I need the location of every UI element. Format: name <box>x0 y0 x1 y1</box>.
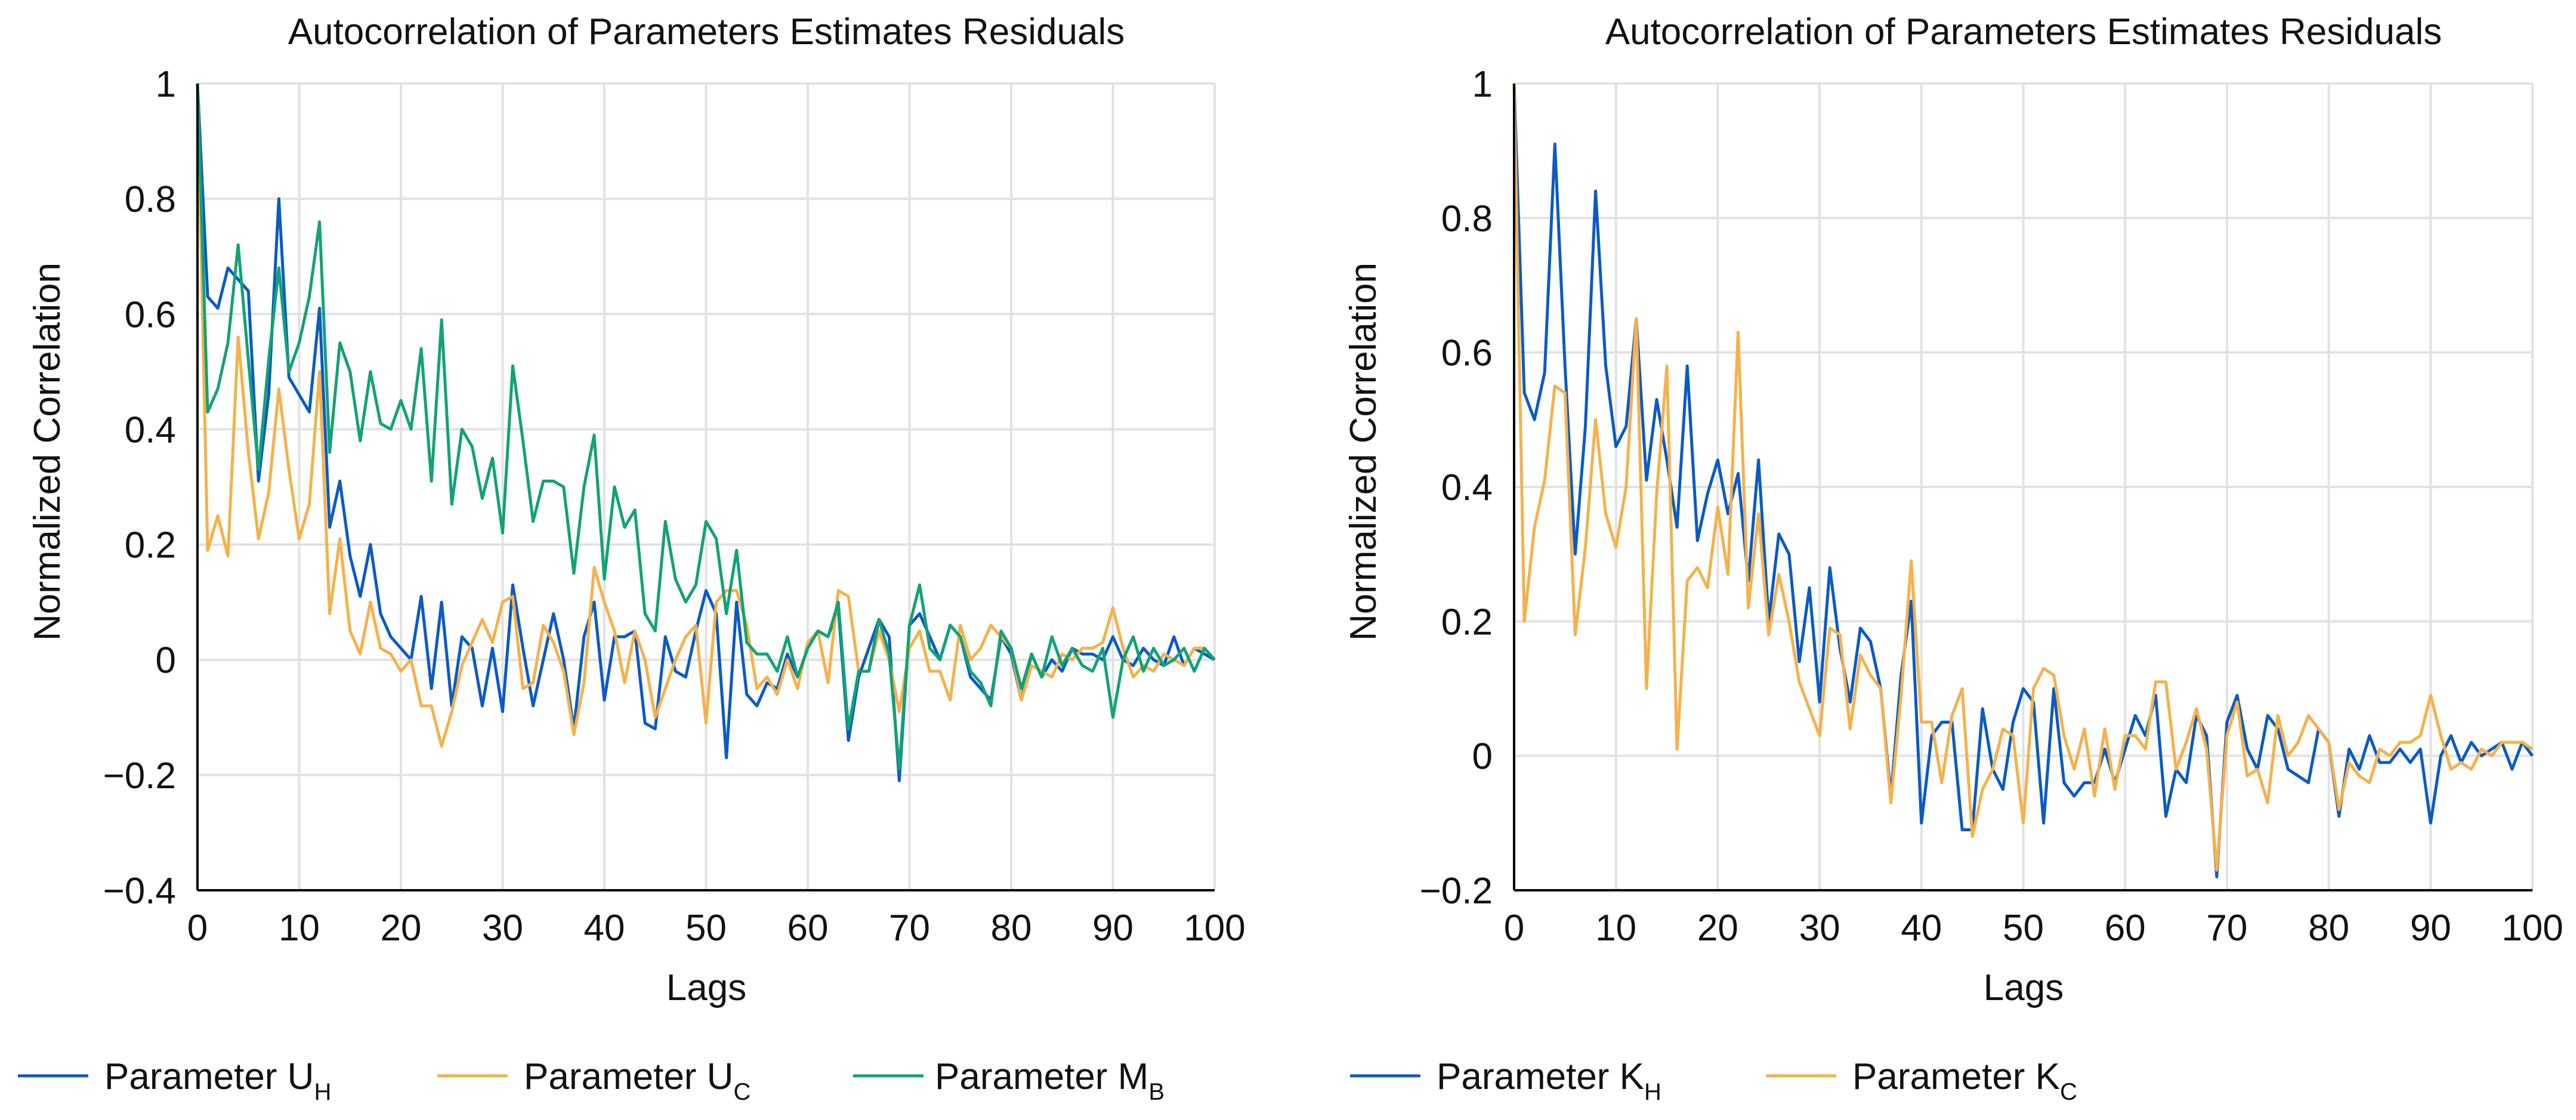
left-chart-series-line-parameter-u-c <box>196 83 1216 748</box>
right-chart-y-tick-label: −0.2 <box>1420 871 1493 912</box>
left-chart-legend: Parameter UH Parameter UC Parameter MB <box>18 1056 1165 1105</box>
right-chart-x-tick-label: 100 <box>2501 908 2563 949</box>
legend-item: Parameter KH <box>1350 1056 1661 1105</box>
right-chart-x-tick-label: 30 <box>1799 908 1840 949</box>
left-chart-series-line-parameter-u-h <box>196 83 1216 782</box>
left-chart-x-tick-label: 0 <box>187 908 208 949</box>
legend-item: Parameter UH <box>18 1056 331 1105</box>
left-chart-x-tick-label: 90 <box>1092 908 1133 949</box>
left-chart-x-tick-label: 30 <box>482 908 523 949</box>
left-chart-series-line-parameter-m-b <box>196 83 1216 771</box>
right-chart-series <box>1512 83 2534 878</box>
right-chart-y-axis-label: Normalized Correlation <box>1343 263 1384 641</box>
right-chart-y-tick-label: 1 <box>1472 64 1493 105</box>
right-chart-legend: Parameter KH Parameter KC <box>1350 1056 2077 1105</box>
left-chart-x-tick-label: 10 <box>279 908 320 949</box>
right-chart-x-tick-label: 40 <box>1901 908 1942 949</box>
right-chart-x-tick-label: 70 <box>2206 908 2247 949</box>
right-chart-x-tick-label: 20 <box>1697 908 1738 949</box>
left-chart: Autocorrelation of Parameters Estimates … <box>18 11 1246 1105</box>
left-chart-grid <box>196 82 1216 891</box>
left-chart-x-tick-label: 70 <box>889 908 930 949</box>
right-chart-title: Autocorrelation of Parameters Estimates … <box>1605 11 2442 53</box>
legend-subscript: H <box>1644 1079 1661 1105</box>
legend-label: Parameter UH <box>104 1056 331 1105</box>
left-chart-title: Autocorrelation of Parameters Estimates … <box>288 11 1125 53</box>
right-chart-x-tick-label: 60 <box>2105 908 2146 949</box>
right-chart-grid <box>1513 82 2534 891</box>
left-chart-x-tick-label: 20 <box>381 908 422 949</box>
left-chart-x-tick-label: 100 <box>1184 908 1245 949</box>
legend-item: Parameter MB <box>853 1056 1165 1105</box>
legend-subscript: C <box>2060 1079 2077 1105</box>
right-chart-x-tick-label: 80 <box>2308 908 2349 949</box>
right-chart-y-tick-label: 0.8 <box>1441 198 1493 239</box>
legend-label: Parameter KH <box>1437 1056 1661 1105</box>
left-chart-series <box>196 83 1216 782</box>
legend-item: Parameter UC <box>437 1056 750 1105</box>
legend-label: Parameter MB <box>935 1056 1165 1105</box>
right-chart-y-tick-label: 0.2 <box>1441 601 1493 643</box>
right-chart-x-tick-label: 10 <box>1595 908 1636 949</box>
legend-label: Parameter KC <box>1852 1056 2077 1105</box>
right-chart-x-ticks: 0 10 20 30 40 50 60 70 80 90 100 <box>1504 908 2563 949</box>
legend-subscript: B <box>1148 1079 1165 1105</box>
left-chart-y-tick-label: 0.6 <box>125 294 176 335</box>
left-chart-y-ticks: −0.4 −0.2 0 0.2 0.4 0.6 0.8 1 <box>103 64 176 912</box>
legend-subscript: H <box>314 1079 331 1105</box>
left-chart-x-tick-label: 50 <box>685 908 727 949</box>
right-chart-x-tick-label: 90 <box>2410 908 2451 949</box>
left-chart-x-tick-label: 80 <box>991 908 1032 949</box>
right-chart-y-ticks: −0.2 0 0.2 0.4 0.6 0.8 1 <box>1420 64 1493 912</box>
right-chart-series-line-parameter-k-h <box>1512 83 2534 878</box>
left-chart-y-tick-label: 0.2 <box>125 525 176 566</box>
right-chart-y-tick-label: 0.4 <box>1441 467 1493 508</box>
left-chart-x-ticks: 0 10 20 30 40 50 60 70 80 90 100 <box>187 908 1246 949</box>
left-chart-y-tick-label: 0 <box>156 640 176 681</box>
left-chart-y-axis-label: Normalized Correlation <box>27 263 68 641</box>
left-chart-x-axis-label: Lags <box>666 967 746 1008</box>
left-chart-y-tick-label: −0.4 <box>103 871 176 912</box>
right-chart: Autocorrelation of Parameters Estimates … <box>1343 11 2563 1105</box>
left-chart-x-tick-label: 40 <box>584 908 625 949</box>
legend-item: Parameter KC <box>1766 1056 2077 1105</box>
left-chart-y-tick-label: 1 <box>156 64 176 105</box>
left-chart-y-tick-label: 0.4 <box>125 409 176 451</box>
right-chart-x-tick-label: 50 <box>2003 908 2044 949</box>
right-chart-series-line-parameter-k-c <box>1512 83 2534 872</box>
legend-label: Parameter UC <box>524 1056 750 1105</box>
legend-subscript: C <box>733 1079 750 1105</box>
left-chart-x-tick-label: 60 <box>787 908 829 949</box>
right-chart-x-tick-label: 0 <box>1504 908 1524 949</box>
left-chart-y-tick-label: 0.8 <box>125 179 176 220</box>
right-chart-y-tick-label: 0.6 <box>1441 333 1493 374</box>
left-chart-axes <box>196 84 1215 891</box>
right-chart-x-axis-label: Lags <box>1984 967 2064 1008</box>
right-chart-y-tick-label: 0 <box>1472 736 1493 777</box>
left-chart-y-tick-label: −0.2 <box>103 755 176 797</box>
right-chart-axes <box>1513 84 2532 891</box>
